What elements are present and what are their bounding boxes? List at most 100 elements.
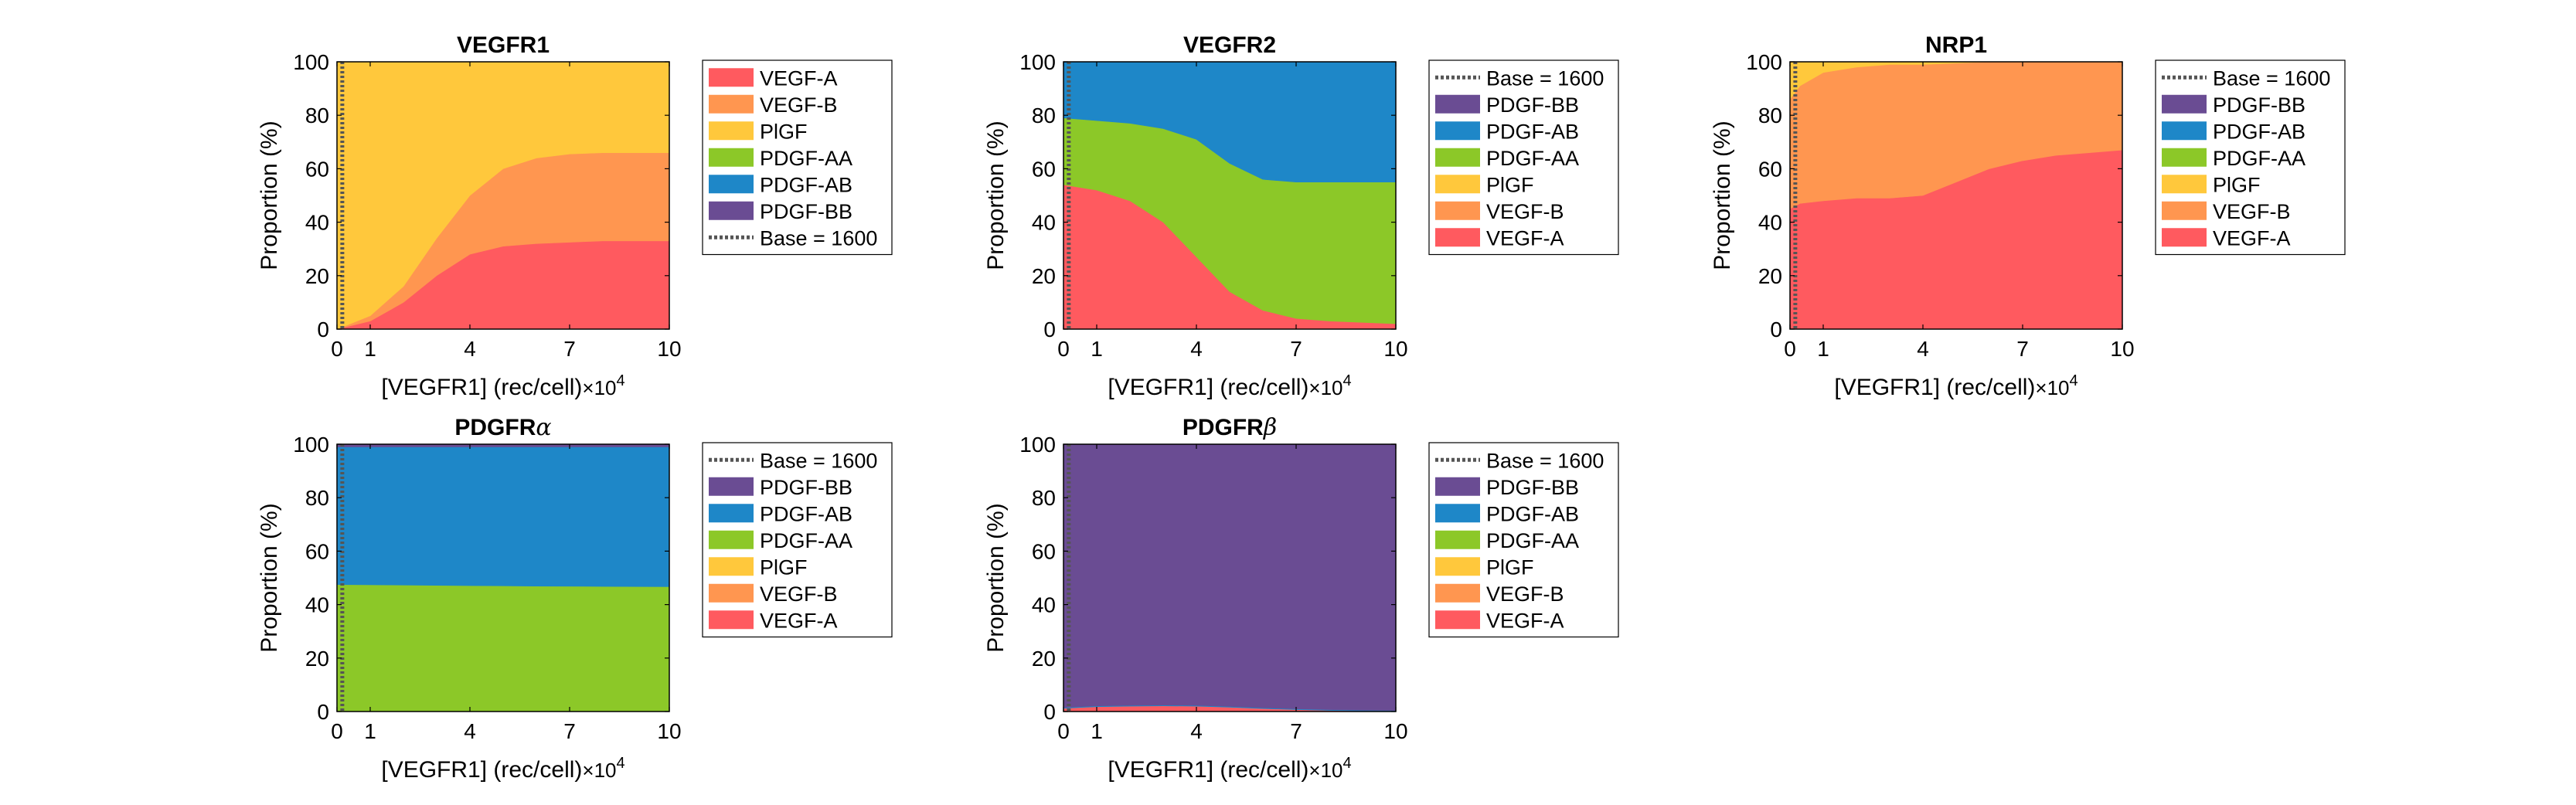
legend-swatch-pdgf-aa: [709, 148, 754, 167]
x-axis-label: [VEGFR1] (rec/cell)×104: [381, 372, 624, 400]
legend-label-plgf: PlGF: [1486, 173, 1534, 196]
y-tick-label: 60: [1032, 157, 1056, 181]
legend-label-base: Base = 1600: [760, 449, 877, 472]
x-tick-label: 10: [657, 337, 681, 361]
legend-label-base: Base = 1600: [760, 226, 877, 250]
legend-label-base: Base = 1600: [2213, 66, 2330, 90]
legend-swatch-vegf-b: [709, 583, 754, 603]
legend-label-vegf-b: VEGF-B: [760, 583, 838, 606]
legend-swatch-vegf-b: [1435, 583, 1480, 603]
y-tick-label: 0: [1770, 318, 1782, 341]
y-tick-label: 20: [1032, 647, 1056, 671]
legend-swatch-plgf: [1435, 557, 1480, 576]
x-tick-label: 0: [1057, 337, 1070, 361]
legend-label-base: Base = 1600: [1486, 449, 1604, 472]
legend-label-pdgf-ab: PDGF-AB: [2213, 120, 2305, 143]
legend-label-pdgf-aa: PDGF-AA: [1486, 147, 1579, 170]
legend-swatch-vegf-a: [1435, 228, 1480, 247]
legend-label-pdgf-bb: PDGF-BB: [760, 476, 852, 499]
legend-swatch-pdgf-aa: [709, 530, 754, 549]
x-tick-label: 1: [364, 719, 376, 743]
chart-title: VEGFR1: [457, 32, 550, 58]
y-tick-label: 60: [1758, 157, 1782, 181]
legend-label-pdgf-bb: PDGF-BB: [1486, 476, 1579, 499]
legend-swatch-plgf: [709, 121, 754, 141]
legend-label-base: Base = 1600: [1486, 66, 1604, 90]
y-tick-label: 20: [1758, 264, 1782, 288]
legend-swatch-pdgf-ab: [709, 175, 754, 194]
y-axis-label: Proportion (%): [983, 503, 1009, 652]
legend-swatch-vegf-b: [2162, 201, 2207, 220]
y-axis-label: Proportion (%): [1710, 121, 1735, 270]
legend-swatch-vegf-a: [1435, 610, 1480, 630]
legend-swatch-plgf: [2162, 175, 2207, 194]
chart-title: VEGFR2: [1183, 32, 1276, 58]
y-tick-label: 60: [305, 539, 329, 563]
legend-label-pdgf-aa: PDGF-AA: [760, 529, 852, 552]
legend-box: [2155, 59, 2346, 256]
plot-frame: [336, 443, 670, 712]
legend-label-vegf-a: VEGF-A: [2213, 226, 2291, 250]
x-tick-label: 7: [1290, 337, 1302, 361]
y-tick-label: 40: [1758, 211, 1782, 235]
y-tick-label: 40: [305, 593, 329, 617]
y-tick-label: 0: [317, 700, 329, 724]
x-tick-label: 1: [1091, 719, 1103, 743]
legend-swatch-vegf-a: [709, 68, 754, 87]
chart-title: PDGFRα: [454, 414, 551, 441]
legend-swatch-plgf: [1435, 175, 1480, 194]
plot-frame: [336, 61, 670, 330]
y-axis-label: Proportion (%): [257, 503, 282, 652]
y-axis-label: Proportion (%): [257, 121, 282, 270]
legend-label-vegf-a: VEGF-A: [760, 66, 838, 90]
legend-label-pdgf-aa: PDGF-AA: [760, 147, 852, 170]
y-tick-label: 40: [1032, 211, 1056, 235]
legend-label-vegf-b: VEGF-B: [1486, 200, 1564, 223]
area-pdgf-bb: [1063, 443, 1397, 711]
legend-label-pdgf-bb: PDGF-BB: [760, 200, 852, 223]
x-tick-label: 0: [1784, 337, 1796, 361]
y-tick-label: 20: [1032, 264, 1056, 288]
plot-frame: [1789, 61, 2123, 330]
legend-label-vegf-a: VEGF-A: [760, 609, 838, 632]
y-tick-label: 80: [305, 104, 329, 127]
legend-swatch-pdgf-bb: [709, 477, 754, 496]
area-pdgf-aa: [336, 584, 670, 712]
legend-swatch-vegf-b: [709, 94, 754, 114]
legend-swatch-pdgf-bb: [1435, 477, 1480, 496]
legend-label-pdgf-ab: PDGF-AB: [760, 502, 852, 525]
legend-label-vegf-b: VEGF-B: [2213, 200, 2291, 223]
y-tick-label: 0: [317, 318, 329, 341]
legend-swatch-pdgf-bb: [1435, 94, 1480, 114]
y-tick-label: 100: [1019, 50, 1056, 74]
y-tick-label: 100: [293, 50, 329, 74]
x-tick-label: 10: [1383, 719, 1407, 743]
y-tick-label: 80: [1032, 104, 1056, 127]
x-tick-label: 0: [331, 719, 343, 743]
y-tick-label: 80: [1032, 486, 1056, 510]
y-tick-label: 60: [1032, 539, 1056, 563]
legend-swatch-vegf-a: [2162, 228, 2207, 247]
x-axis-label: [VEGFR1] (rec/cell)×104: [1834, 372, 2077, 400]
x-tick-label: 7: [1290, 719, 1302, 743]
x-tick-label: 0: [331, 337, 343, 361]
legend-swatch-pdgf-bb: [709, 201, 754, 220]
chart-title: NRP1: [1925, 32, 1987, 58]
legend-swatch-vegf-b: [1435, 201, 1480, 220]
legend-swatch-pdgf-ab: [1435, 121, 1480, 141]
y-tick-label: 80: [1758, 104, 1782, 127]
legend-label-pdgf-aa: PDGF-AA: [2213, 147, 2305, 170]
y-tick-label: 100: [1019, 433, 1056, 457]
x-tick-label: 1: [1817, 337, 1829, 361]
x-tick-label: 7: [563, 337, 576, 361]
legend-swatch-pdgf-aa: [1435, 148, 1480, 167]
x-tick-label: 1: [364, 337, 376, 361]
y-tick-label: 60: [305, 157, 329, 181]
legend-swatch-vegf-a: [709, 610, 754, 630]
x-axis-label: [VEGFR1] (rec/cell)×104: [381, 755, 624, 783]
legend-swatch-pdgf-ab: [2162, 121, 2207, 141]
legend-label-pdgf-bb: PDGF-BB: [2213, 93, 2305, 117]
legend-label-vegf-a: VEGF-A: [1486, 609, 1564, 632]
